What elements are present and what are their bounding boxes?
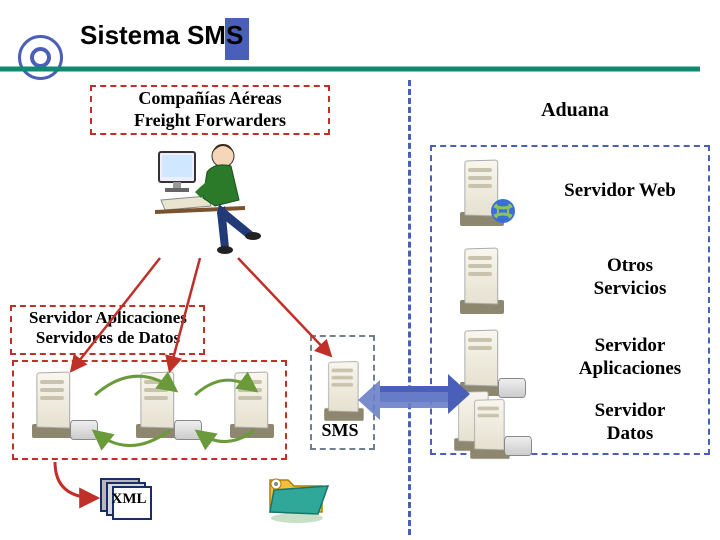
arrows-layer — [0, 0, 720, 540]
